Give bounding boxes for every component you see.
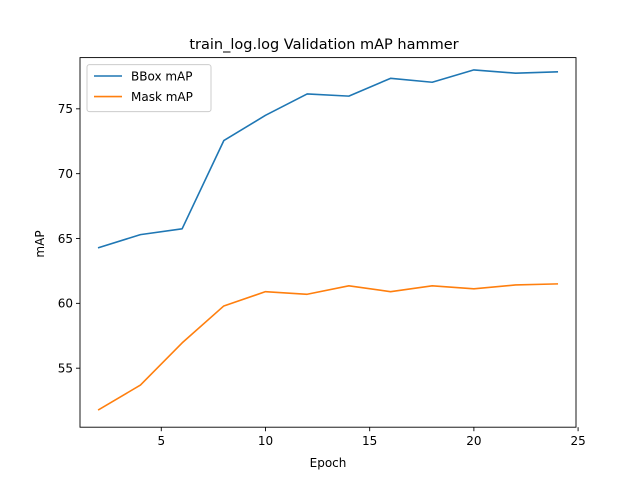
legend-items: BBox mAP Mask mAP [94,69,193,104]
x-tick-label: 15 [362,434,377,448]
series-layer [97,69,559,411]
series-line-1 [97,69,559,249]
y-axis-label: mAP [33,230,47,257]
plot-area: 5 10 15 20 25 55 60 65 70 75 [58,57,586,448]
y-tick-label: 75 [58,102,73,116]
y-tick-label: 65 [58,232,73,246]
series-line-2 [97,283,559,411]
y-tick-label: 60 [58,297,73,311]
chart-title: train_log.log Validation mAP hammer [189,37,458,53]
x-tick-label: 5 [157,434,165,448]
axes-frame [79,57,577,428]
y-tick-label: 70 [58,167,73,181]
legend-label-1: BBox mAP [131,69,193,83]
x-tick-label: 25 [570,434,585,448]
y-tick-label: 55 [58,361,73,375]
y-axis-ticks: 55 60 65 70 75 [58,102,80,375]
legend-label-2: Mask mAP [131,90,193,104]
x-axis-ticks: 5 10 15 20 25 [157,427,586,448]
legend: BBox mAP Mask mAP [86,64,212,113]
x-axis-label: Epoch [310,456,347,470]
x-tick-label: 10 [258,434,273,448]
x-tick-label: 20 [466,434,481,448]
